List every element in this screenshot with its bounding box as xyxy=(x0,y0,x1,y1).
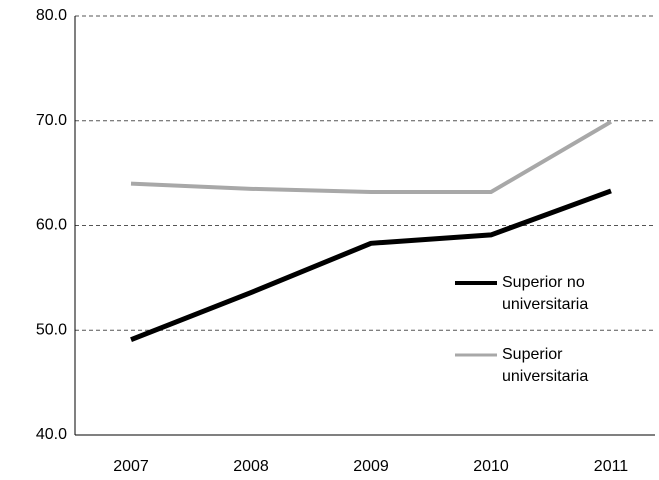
y-tick-label: 60.0 xyxy=(36,217,67,234)
line-series xyxy=(130,120,613,194)
x-tick-label: 2011 xyxy=(594,458,629,475)
legend-label: Superior no universitaria xyxy=(502,274,589,313)
y-tick-label: 70.0 xyxy=(36,112,67,129)
x-tick-label: 2007 xyxy=(113,458,149,475)
x-tick-label: 2009 xyxy=(353,458,389,475)
y-tick-label: 80.0 xyxy=(36,7,67,24)
legend-label: Superior universitaria xyxy=(502,346,589,385)
x-tick-label: 2008 xyxy=(233,458,269,475)
x-tick-label: 2010 xyxy=(473,458,509,475)
y-tick-label: 40.0 xyxy=(36,426,67,443)
y-tick-label: 50.0 xyxy=(36,321,67,338)
line-series xyxy=(130,188,612,343)
